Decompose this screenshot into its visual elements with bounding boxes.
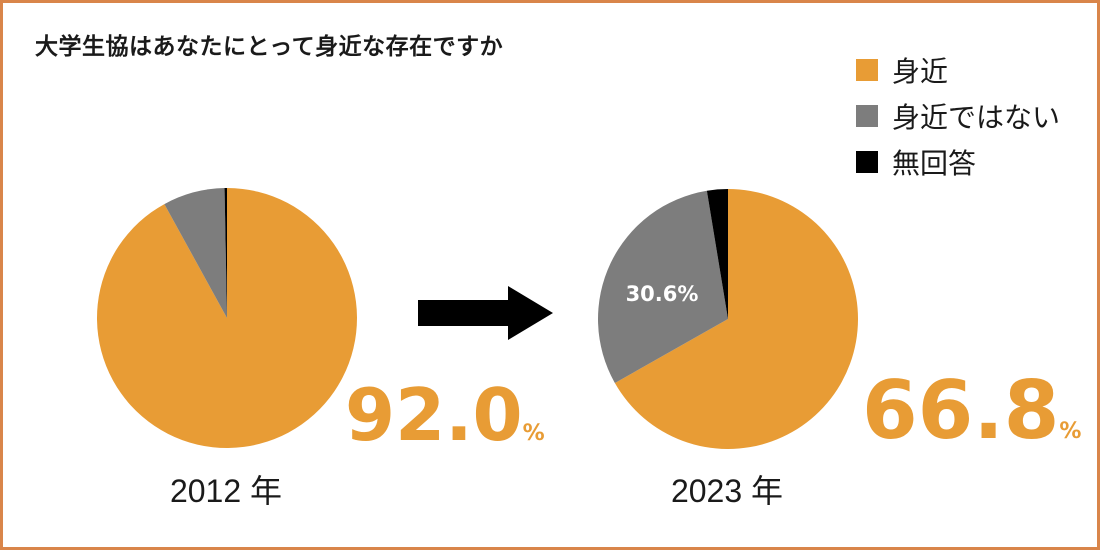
pie-slice-2012-not-close bbox=[164, 188, 227, 318]
pie-slice-2012-close bbox=[96, 188, 357, 449]
highlight-unit-2023: % bbox=[1059, 419, 1081, 444]
pie-slice-2012-no-answer bbox=[224, 187, 227, 318]
highlight-value-2012: 92.0% bbox=[345, 373, 545, 457]
chart-title: 大学生協はあなたにとって身近な存在ですか bbox=[35, 34, 504, 60]
highlight-number-2012: 92.0 bbox=[345, 373, 523, 457]
legend-swatch-close bbox=[856, 59, 878, 81]
year-label-2012: 2012 年 bbox=[170, 473, 282, 509]
legend-item-no-answer: 無回答 bbox=[856, 145, 1060, 180]
right-arrow-icon bbox=[418, 286, 553, 340]
pie-slice-2023-close bbox=[614, 189, 859, 449]
legend-item-close: 身近 bbox=[856, 53, 1060, 88]
year-label-2023: 2023 年 bbox=[671, 473, 783, 509]
slice-label-2023-not-close: 30.6% bbox=[626, 282, 699, 306]
pie-2012 bbox=[96, 187, 357, 449]
pie-2023 bbox=[598, 189, 859, 449]
highlight-number-2023: 66.8 bbox=[862, 364, 1059, 457]
legend-swatch-not-close bbox=[856, 105, 878, 127]
legend-label-close: 身近 bbox=[892, 55, 949, 88]
legend-item-not-close: 身近ではない bbox=[856, 99, 1061, 134]
pie-slice-2023-no-answer bbox=[706, 189, 728, 319]
legend-swatch-no-answer bbox=[856, 151, 878, 173]
legend-label-not-close: 身近ではない bbox=[892, 101, 1061, 134]
pie-slice-2023-not-close bbox=[598, 190, 728, 384]
legend: 身近 身近ではない 無回答 bbox=[856, 53, 1060, 191]
legend-label-no-answer: 無回答 bbox=[892, 147, 977, 180]
highlight-value-2023: 66.8% bbox=[862, 364, 1081, 457]
highlight-unit-2012: % bbox=[523, 421, 545, 446]
